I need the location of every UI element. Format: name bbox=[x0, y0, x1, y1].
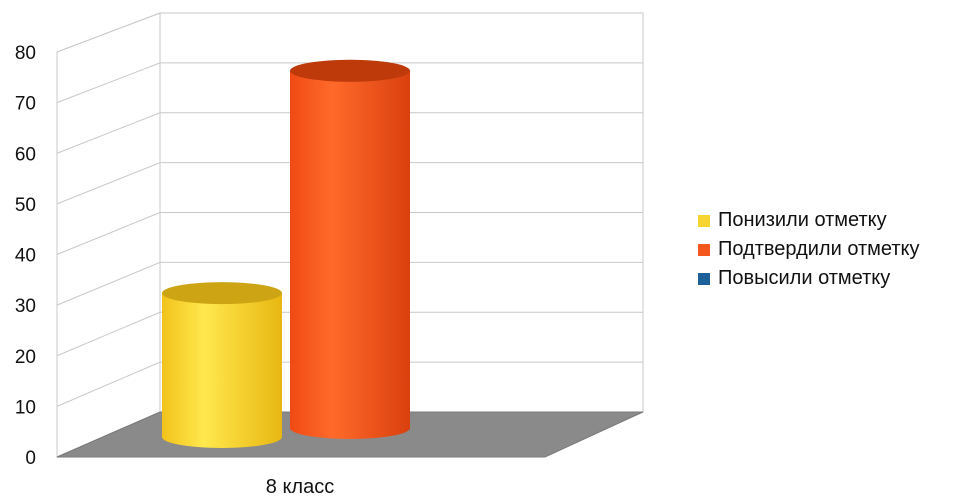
bar-top bbox=[290, 59, 410, 82]
gridline-side bbox=[56, 261, 161, 306]
y-tick-label: 50 bbox=[15, 195, 36, 216]
legend-label: Подтвердили отметку bbox=[718, 238, 920, 260]
gridline-side bbox=[56, 62, 161, 104]
y-tick-label: 80 bbox=[15, 43, 36, 64]
bar-body bbox=[162, 293, 282, 448]
y-tick-label: 70 bbox=[15, 94, 36, 115]
x-category-label: 8 класс bbox=[266, 476, 334, 497]
y-tick-label: 0 bbox=[25, 448, 36, 469]
y-tick-label: 40 bbox=[15, 246, 36, 267]
y-tick-label: 60 bbox=[15, 144, 36, 165]
chart-legend: Понизили отметку Подтвердили отметку Повыс… bbox=[698, 206, 920, 293]
gridline-side bbox=[56, 361, 161, 407]
legend-item: Понизили отметку bbox=[698, 206, 920, 235]
gridline-side bbox=[56, 162, 161, 205]
legend-swatch bbox=[698, 243, 710, 256]
side-wall bbox=[56, 12, 161, 458]
bar-top bbox=[162, 282, 282, 305]
legend-item: Повысили отметку bbox=[698, 264, 920, 293]
y-tick-label: 20 bbox=[15, 347, 36, 368]
legend-label: Повысили отметку bbox=[718, 267, 891, 289]
legend-label: Понизили отметку bbox=[718, 209, 887, 231]
legend-swatch bbox=[698, 272, 710, 285]
legend-item: Подтвердили отметку bbox=[698, 235, 920, 264]
gridline-side bbox=[56, 212, 161, 255]
gridline-side bbox=[56, 311, 161, 357]
y-tick-label: 30 bbox=[15, 296, 36, 317]
gridline-side bbox=[56, 12, 161, 53]
bar-cylinder bbox=[290, 59, 410, 439]
bar-cylinder bbox=[162, 282, 282, 448]
legend-swatch bbox=[698, 214, 710, 227]
bar-body bbox=[290, 70, 410, 439]
y-tick-label: 10 bbox=[15, 397, 36, 418]
gridline-side bbox=[56, 112, 161, 154]
